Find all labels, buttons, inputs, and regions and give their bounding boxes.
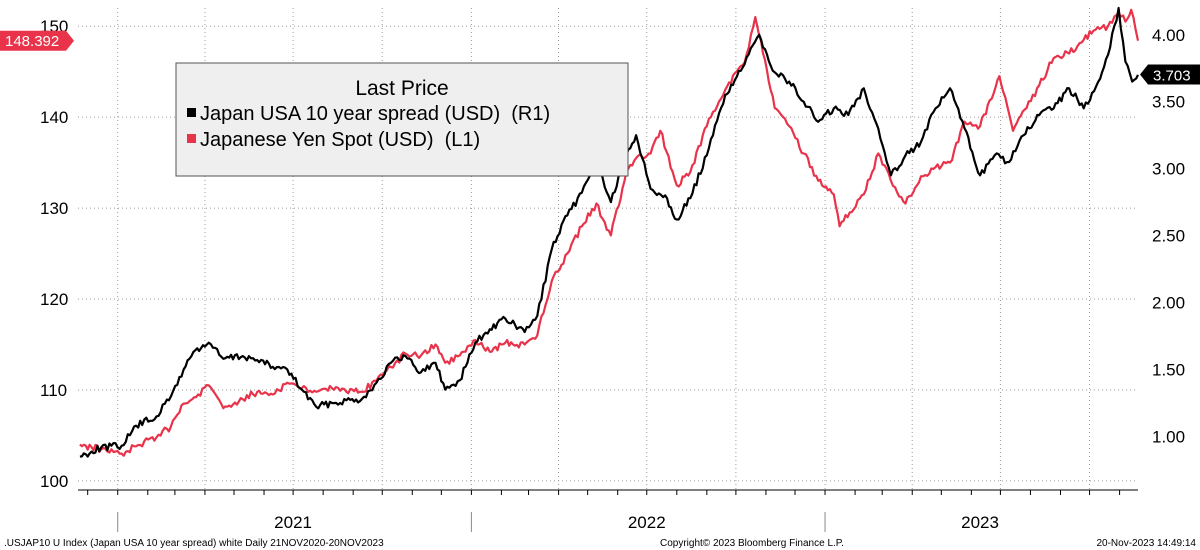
legend: Last Price Japan USA 10 year spread (USD)… bbox=[175, 62, 629, 177]
y-right-tick-2.00: 2.00 bbox=[1152, 294, 1185, 313]
y-right-tick-1.00: 1.00 bbox=[1152, 427, 1185, 446]
y-right-tick-3.00: 3.00 bbox=[1152, 160, 1185, 179]
y-left-tick-120: 120 bbox=[40, 290, 68, 309]
legend-entry-1: Japanese Yen Spot (USD) (L1) bbox=[200, 129, 480, 151]
legend-swatch-1 bbox=[187, 134, 196, 143]
left-badge-value: 148.392 bbox=[5, 33, 59, 50]
y-right-tick-3.50: 3.50 bbox=[1152, 93, 1185, 112]
y-left-tick-130: 130 bbox=[40, 199, 68, 218]
series-line-yen-spot bbox=[79, 8, 1140, 457]
footer-left: .USJAP10 U Index (Japan USA 10 year spre… bbox=[4, 538, 384, 549]
y-right-tick-4.00: 4.00 bbox=[1152, 26, 1185, 45]
left-badge-shape bbox=[0, 30, 74, 51]
y-left-tick-110: 110 bbox=[40, 381, 67, 400]
legend-title: Last Price bbox=[355, 77, 448, 100]
footer-center: Copyright© 2023 Bloomberg Finance L.P. bbox=[660, 538, 844, 549]
x-year-label-2022: 2022 bbox=[628, 513, 666, 532]
y-right-tick-2.50: 2.50 bbox=[1152, 227, 1185, 246]
series-lines bbox=[79, 6, 1140, 458]
right-badge-shape bbox=[1140, 64, 1200, 85]
x-year-label-2023: 2023 bbox=[961, 513, 999, 532]
legend-box bbox=[175, 62, 629, 177]
axes: 1001101201301401501.001.502.002.503.003.… bbox=[40, 17, 1185, 532]
y-right-tick-1.50: 1.50 bbox=[1152, 361, 1185, 380]
legend-swatch-0 bbox=[187, 108, 196, 117]
y-left-tick-140: 140 bbox=[40, 108, 68, 127]
footer-right: 20-Nov-2023 14:49:14 bbox=[1096, 538, 1196, 549]
x-year-label-2021: 2021 bbox=[274, 513, 312, 532]
last-value-badges: 148.392 3.703 bbox=[0, 30, 1200, 85]
legend-entry-0: Japan USA 10 year spread (USD) (R1) bbox=[200, 103, 550, 125]
y-left-tick-100: 100 bbox=[40, 472, 68, 491]
footer: .USJAP10 U Index (Japan USA 10 year spre… bbox=[4, 538, 1196, 549]
right-badge-value: 3.703 bbox=[1153, 68, 1191, 85]
series-line-japan-usa-spread bbox=[79, 6, 1139, 458]
